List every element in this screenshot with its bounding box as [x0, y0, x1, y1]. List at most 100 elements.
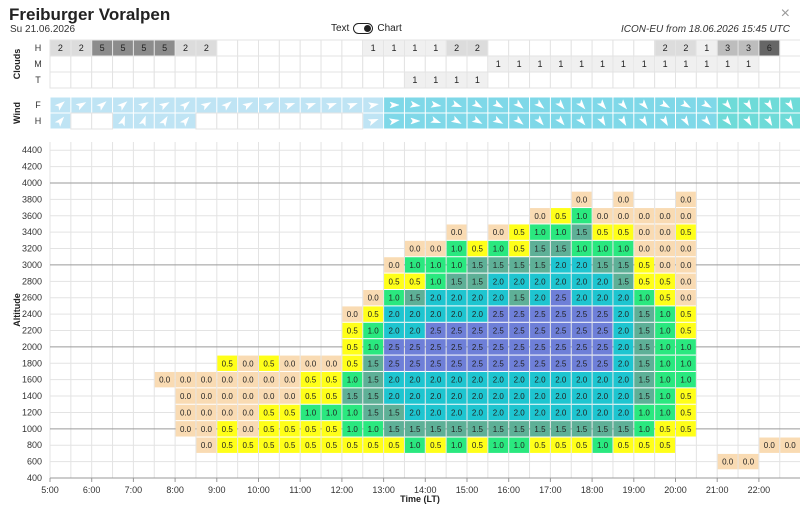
cell-value: 2.0 [576, 277, 588, 286]
wind-cell-empty [320, 112, 343, 130]
header-title: Freiburger Voralpen [9, 5, 171, 24]
cell-value: 2.0 [597, 277, 609, 286]
cell-value: 0.0 [284, 359, 296, 368]
cell-value: 0.5 [680, 326, 692, 335]
view-toggle[interactable]: Text Chart [331, 23, 402, 34]
heatmap-cell [404, 371, 425, 388]
cloud-cell [759, 40, 780, 56]
heatmap-cell [592, 322, 613, 339]
heatmap-cell [488, 273, 509, 290]
cell-value: 2.5 [534, 326, 546, 335]
heatmap-cell [259, 437, 279, 453]
cell-value: 2.5 [493, 359, 505, 368]
cell-value: 2.5 [514, 343, 526, 352]
heatmap-cell [676, 257, 696, 273]
heatmap-cell [300, 421, 321, 437]
wind-arrow-icon [200, 102, 212, 111]
heatmap-cell [384, 306, 404, 322]
cell-value: 1.0 [680, 343, 692, 352]
cloud-row-label: H [35, 43, 42, 53]
close-icon[interactable]: × [780, 5, 790, 22]
toggle-switch[interactable] [353, 23, 374, 34]
wind-arrow-icon [409, 100, 421, 108]
cell-value: 2.0 [451, 294, 463, 303]
heatmap-cell [321, 388, 342, 404]
cell-value: 2.5 [576, 310, 588, 319]
cell-value: 0.5 [284, 441, 296, 450]
heatmap-cell [238, 355, 258, 371]
cloud-cell-empty [508, 71, 531, 89]
heatmap-cell [363, 388, 384, 404]
heatmap-cell [446, 437, 467, 453]
heatmap-cell [655, 339, 675, 355]
heatmap-cell [196, 437, 217, 453]
cell-value: 2.0 [555, 408, 567, 417]
cloud-cell-empty [278, 39, 301, 57]
heatmap-cell [488, 437, 509, 453]
cell-value: 2.5 [514, 310, 526, 319]
heatmap-cell [676, 306, 696, 322]
heatmap-cell [592, 371, 613, 388]
cloud-cell-empty [237, 71, 259, 89]
cell-value: 0.5 [680, 408, 692, 417]
heatmap-cell [550, 355, 571, 371]
cloud-value: 3 [725, 43, 730, 53]
heatmap-cell [613, 404, 634, 421]
wind-arrow-icon [555, 99, 565, 110]
cell-value: 1.5 [514, 425, 526, 434]
cloud-cell-empty [91, 55, 114, 73]
cloud-value: 1 [392, 43, 397, 53]
cell-value: 2.5 [555, 326, 567, 335]
heatmap-cell [530, 404, 550, 421]
cell-value: 2.5 [430, 359, 442, 368]
cell-value: 0.5 [618, 441, 630, 450]
clouds-section-label: Clouds [12, 49, 22, 80]
cloud-value: 5 [120, 43, 125, 53]
cloud-cell-empty [258, 71, 280, 89]
cell-value: 2.0 [576, 376, 588, 385]
x-tick-label: 20:00 [664, 485, 687, 495]
cell-value: 1.0 [493, 441, 505, 450]
cell-value: 2.0 [472, 408, 484, 417]
heatmap-cell [467, 257, 488, 273]
cell-value: 1.5 [493, 261, 505, 270]
y-tick-label: 2400 [22, 309, 42, 319]
wind-arrow-icon [221, 101, 232, 111]
heatmap-cell [592, 306, 613, 322]
cloud-value: 1 [537, 59, 542, 69]
cloud-cell-empty [716, 71, 739, 89]
heatmap-cell [634, 371, 655, 388]
cell-value: 2.0 [493, 408, 505, 417]
y-tick-label: 3800 [22, 194, 42, 204]
heatmap-cell [530, 290, 550, 306]
cell-value: 0.5 [222, 441, 234, 450]
cell-value: 2.0 [409, 376, 421, 385]
cloud-cell-empty [529, 39, 551, 57]
heatmap-cell [676, 191, 696, 208]
heatmap-cell [571, 421, 592, 437]
cell-value: 1.0 [305, 408, 317, 417]
heatmap-cell [509, 257, 530, 273]
heatmap-cell [717, 453, 738, 470]
cell-value: 2.5 [597, 343, 609, 352]
heatmap-cell [676, 339, 696, 355]
cell-value: 2.0 [409, 408, 421, 417]
cell-value: 0.5 [660, 425, 672, 434]
cell-value: 1.5 [451, 277, 463, 286]
cloud-cell-empty [362, 55, 385, 73]
wind-arrow-icon [450, 115, 462, 124]
cloud-value: 1 [600, 59, 605, 69]
cell-value: 2.0 [514, 376, 526, 385]
cloud-cell-empty [195, 55, 218, 73]
wind-arrow-icon [284, 103, 296, 110]
heatmap-cell [509, 371, 530, 388]
cloud-cell [613, 56, 634, 72]
cell-value: 0.5 [639, 441, 651, 450]
cell-value: 0.5 [430, 441, 442, 450]
heatmap-cell [259, 404, 279, 421]
heatmap-cell [467, 437, 488, 453]
cell-value: 0.0 [639, 228, 651, 237]
cell-value: 2.0 [597, 392, 609, 401]
cell-value: 1.0 [388, 294, 400, 303]
wind-arrow-icon [555, 115, 565, 126]
